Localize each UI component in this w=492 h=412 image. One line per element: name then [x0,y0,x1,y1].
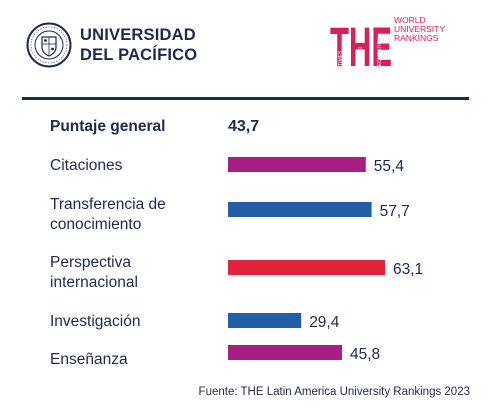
the-logo-letters: THE [330,15,392,70]
bar-value-label: 63,1 [393,261,423,278]
category-label-line: Transferencia de [50,196,166,213]
bar-value-label: 57,7 [380,203,410,220]
category-label-line: internacional [50,274,138,291]
header-divider [22,97,469,100]
the-logo-side-line-3: RANKINGS [394,33,439,43]
university-seal-icon [26,22,72,68]
the-logo-vertical-1: TIMES [338,50,344,66]
category-label-line: Enseñanza [50,351,128,368]
the-logo-side-line-1: WORLD [394,15,426,25]
universidad-del-pacifico-logo: UNIVERSIDAD DEL PACÍFICO [26,20,197,72]
university-name: UNIVERSIDAD DEL PACÍFICO [80,25,197,65]
bar [228,157,366,172]
category-label: Enseñanza [50,350,128,370]
category-label: Perspectiva internacional [50,253,138,293]
bar-value-label: 29,4 [309,314,340,331]
the-rankings-logo: THE WORLD UNIVERSITY RANKINGS TIMES HIGH… [330,15,445,70]
source-note: Fuente: THE Latin America University Ran… [198,386,470,398]
overall-score-label: Puntaje general [50,118,166,135]
bar-value-label: 55,4 [374,158,405,175]
bar [228,345,342,360]
category-label: Investigación [50,312,140,332]
category-label: Transferencia de conocimiento [50,195,166,235]
category-label-line: Perspectiva [50,254,131,271]
the-logo-vertical-2: HIGHER [358,46,364,66]
the-logo-side-line-2: UNIVERSITY [394,24,445,34]
bar-value-label: 45,8 [350,346,380,363]
bar [228,313,302,328]
category-label-line: Investigación [50,313,141,330]
university-name-line1: UNIVERSIDAD [80,26,196,44]
overall-score-value: 43,7 [228,118,260,135]
the-logo-vertical-3: EDUCATION [377,37,383,66]
category-label: Citaciones [50,156,122,176]
bar [228,202,372,217]
bar [228,260,385,275]
category-label-line: Citaciones [50,157,123,174]
header: UNIVERSIDAD DEL PACÍFICO THE WORLD UNIVE… [0,0,492,98]
university-name-line2: DEL PACÍFICO [80,46,198,64]
category-label-line: conocimiento [50,216,142,233]
